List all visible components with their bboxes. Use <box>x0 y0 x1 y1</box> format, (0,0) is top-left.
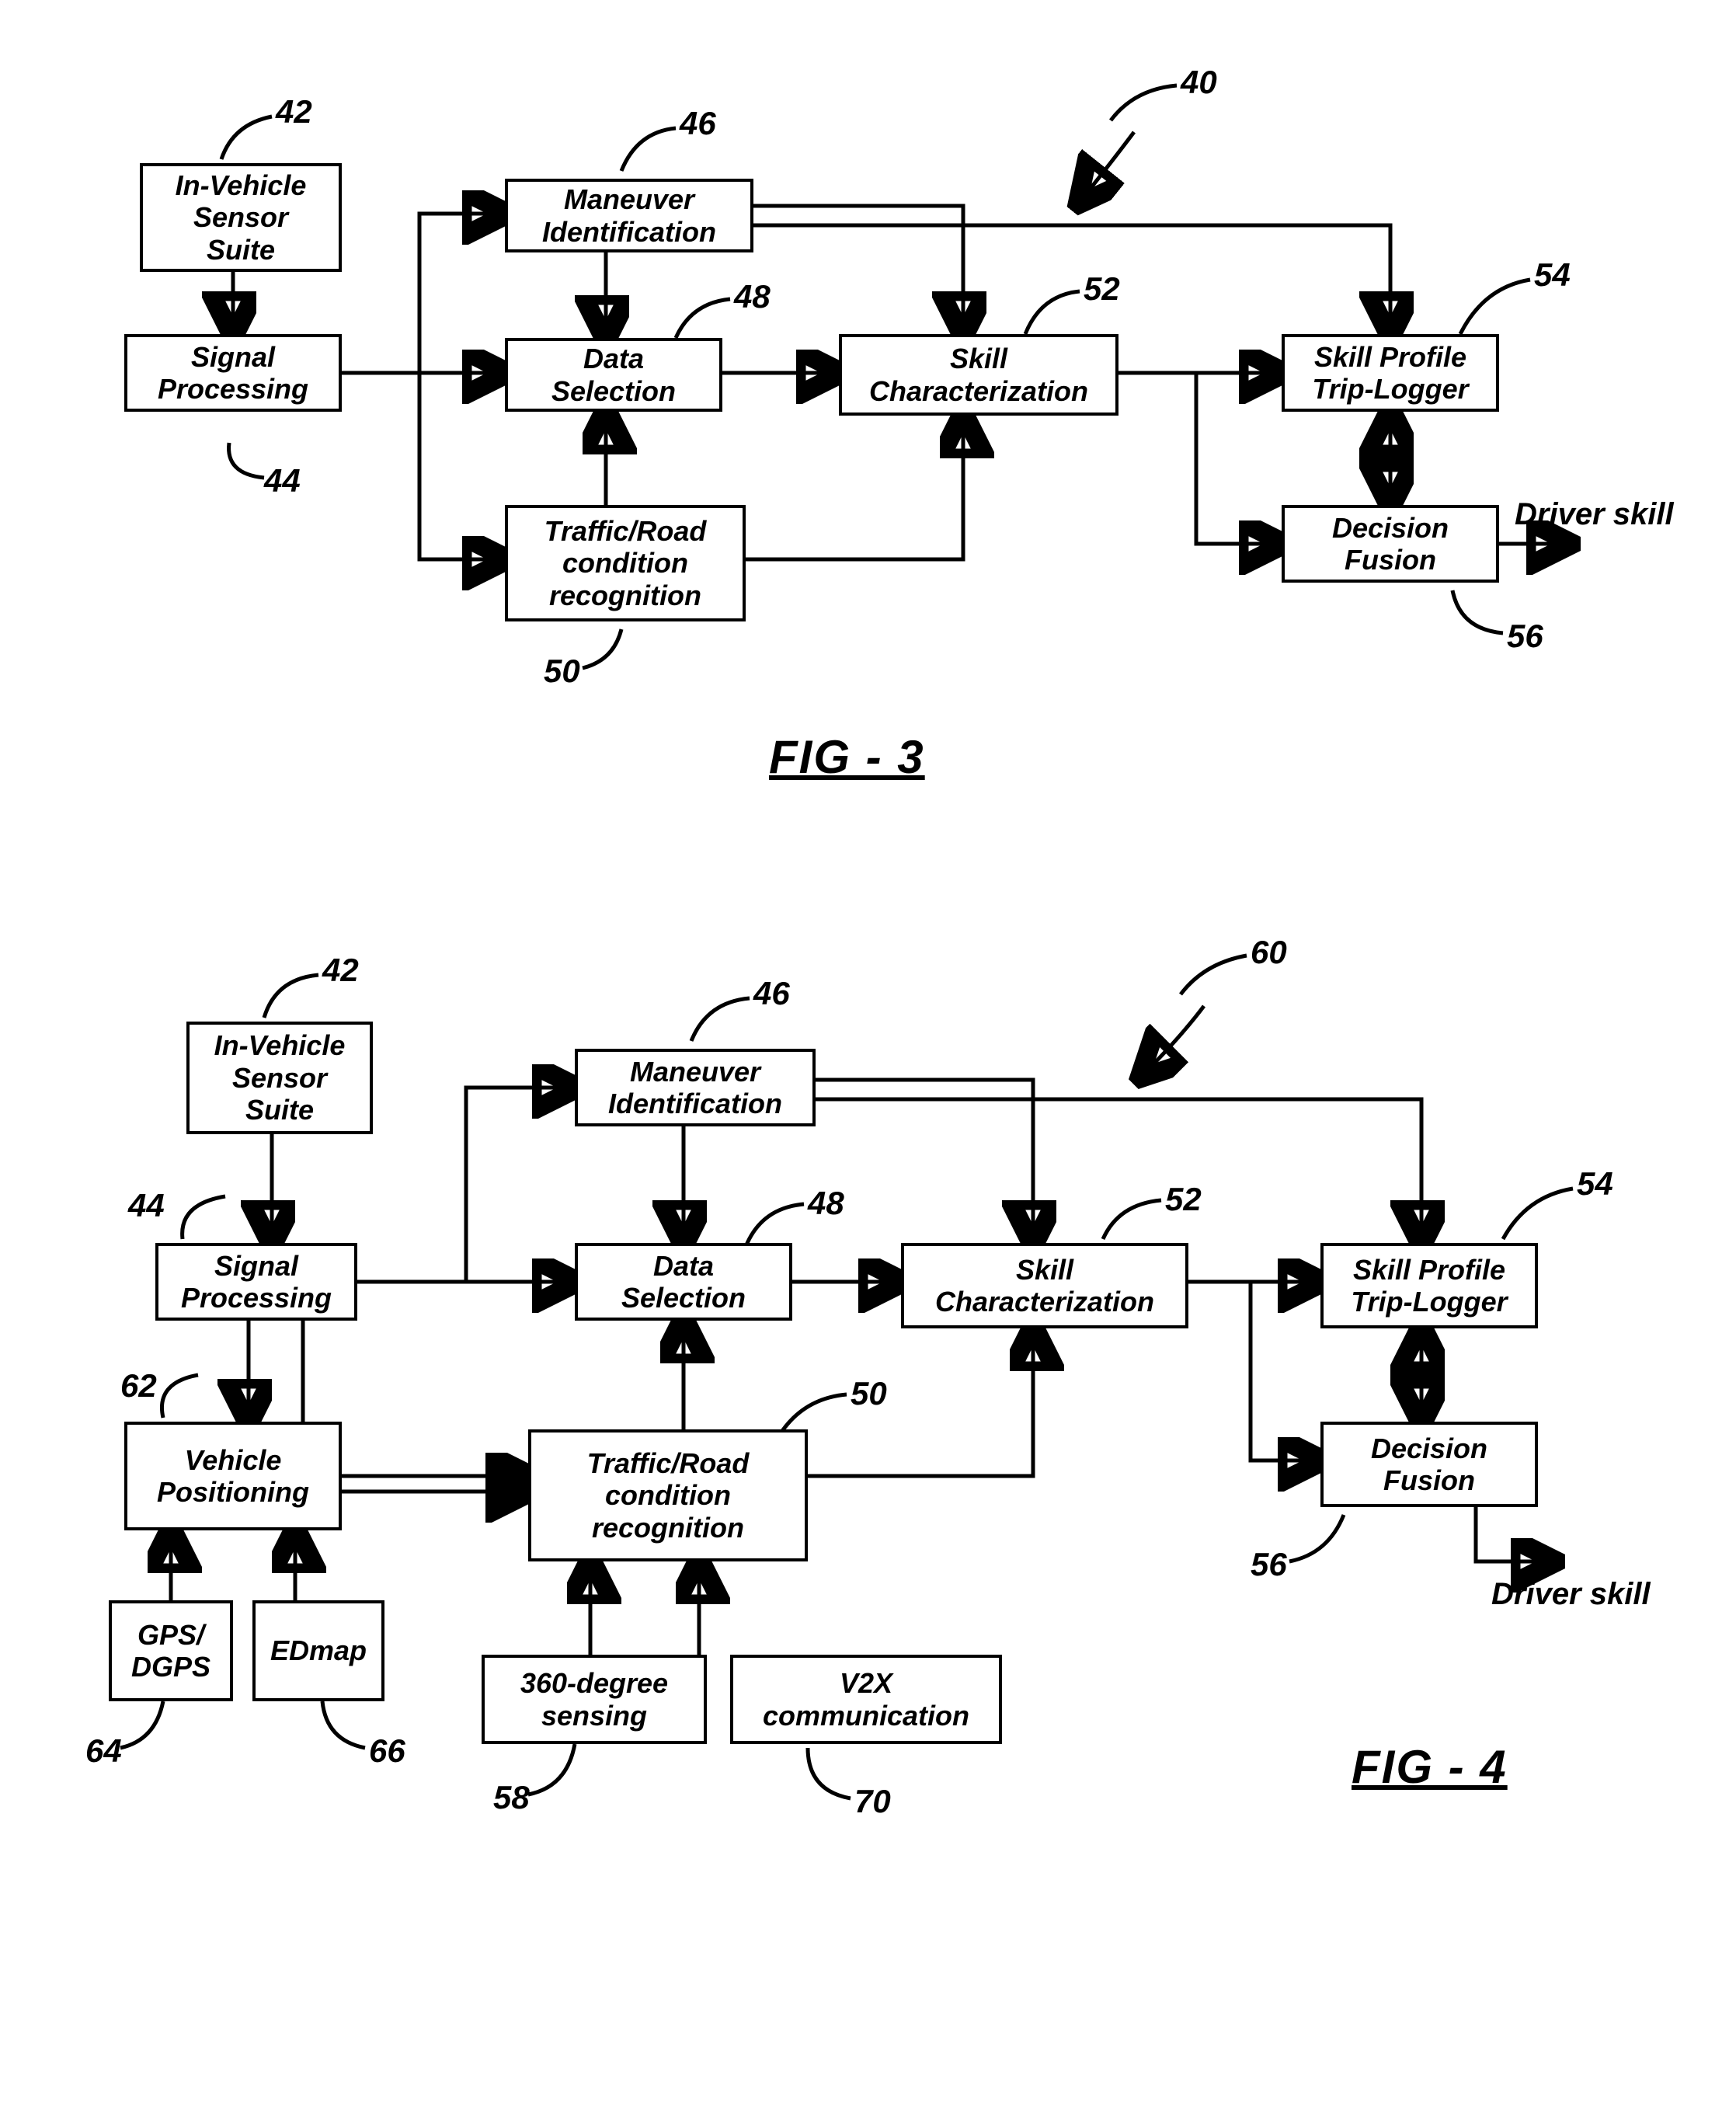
label: DecisionFusion <box>1332 512 1449 576</box>
box-decision-fusion: DecisionFusion <box>1282 505 1499 583</box>
ref-50: 50 <box>544 653 580 690</box>
ref-42: 42 <box>276 93 312 131</box>
box-traffic-road: Traffic/Roadconditionrecognition <box>528 1429 808 1561</box>
box-skill-profile: Skill ProfileTrip-Logger <box>1320 1243 1538 1328</box>
ref-46: 46 <box>680 105 716 142</box>
label: EDmap <box>270 1634 367 1666</box>
box-sensor-suite: In-VehicleSensorSuite <box>186 1022 373 1134</box>
box-gps: GPS/DGPS <box>109 1600 233 1701</box>
label: DataSelection <box>621 1250 746 1314</box>
ref-48: 48 <box>808 1185 844 1222</box>
box-decision-fusion: DecisionFusion <box>1320 1422 1538 1507</box>
output-label: Driver skill <box>1491 1577 1651 1612</box>
box-sensor-suite: In-VehicleSensorSuite <box>140 163 342 272</box>
ref-64: 64 <box>85 1732 122 1770</box>
ref-44: 44 <box>128 1187 165 1224</box>
label: ManeuverIdentification <box>542 183 716 248</box>
box-v2x: V2Xcommunication <box>730 1655 1002 1744</box>
fig3-caption: FIG - 3 <box>769 730 925 784</box>
ref-54: 54 <box>1534 256 1571 294</box>
ref-62: 62 <box>120 1367 157 1405</box>
label: In-VehicleSensorSuite <box>214 1029 346 1126</box>
label: DataSelection <box>551 343 676 407</box>
ref-60: 60 <box>1251 934 1287 971</box>
figure-4: In-VehicleSensorSuite SignalProcessing M… <box>31 886 1705 2051</box>
label: VehiclePositioning <box>157 1444 309 1509</box>
box-data-selection: DataSelection <box>505 338 722 412</box>
box-edmap: EDmap <box>252 1600 384 1701</box>
fig4-caption: FIG - 4 <box>1352 1740 1508 1794</box>
ref-56: 56 <box>1507 618 1543 655</box>
box-skill-profile: Skill ProfileTrip-Logger <box>1282 334 1499 412</box>
ref-70: 70 <box>854 1783 891 1820</box>
figure-3: In-VehicleSensorSuite SignalProcessing M… <box>31 31 1705 886</box>
label: DecisionFusion <box>1371 1433 1487 1497</box>
box-signal-processing: SignalProcessing <box>124 334 342 412</box>
ref-66: 66 <box>369 1732 405 1770</box>
label: V2Xcommunication <box>763 1667 969 1732</box>
ref-58: 58 <box>493 1779 530 1816</box>
label: SignalProcessing <box>181 1250 332 1314</box>
label: ManeuverIdentification <box>608 1056 782 1120</box>
ref-44: 44 <box>264 462 301 500</box>
box-maneuver-identification: ManeuverIdentification <box>505 179 753 252</box>
label: GPS/DGPS <box>131 1619 210 1683</box>
box-skill-characterization: SkillCharacterization <box>901 1243 1188 1328</box>
ref-48: 48 <box>734 278 771 315</box>
label: Skill ProfileTrip-Logger <box>1351 1254 1507 1318</box>
box-360-sensing: 360-degreesensing <box>482 1655 707 1744</box>
label: Skill ProfileTrip-Logger <box>1312 341 1468 406</box>
output-label: Driver skill <box>1515 497 1674 532</box>
box-skill-characterization: SkillCharacterization <box>839 334 1118 416</box>
ref-42: 42 <box>322 952 359 989</box>
box-maneuver-identification: ManeuverIdentification <box>575 1049 816 1126</box>
label: SkillCharacterization <box>869 343 1088 407</box>
box-traffic-road: Traffic/Roadconditionrecognition <box>505 505 746 621</box>
ref-52: 52 <box>1165 1181 1202 1218</box>
label: 360-degreesensing <box>520 1667 668 1732</box>
ref-54: 54 <box>1577 1165 1613 1203</box>
ref-56: 56 <box>1251 1546 1287 1583</box>
label: Traffic/Roadconditionrecognition <box>587 1447 750 1544</box>
ref-40: 40 <box>1181 64 1217 101</box>
box-signal-processing: SignalProcessing <box>155 1243 357 1321</box>
label: SignalProcessing <box>158 341 308 406</box>
ref-52: 52 <box>1084 270 1120 308</box>
box-vehicle-positioning: VehiclePositioning <box>124 1422 342 1530</box>
label: SkillCharacterization <box>935 1254 1154 1318</box>
label: Traffic/Roadconditionrecognition <box>544 515 707 611</box>
box-data-selection: DataSelection <box>575 1243 792 1321</box>
ref-46: 46 <box>753 975 790 1012</box>
ref-50: 50 <box>851 1375 887 1412</box>
label: In-VehicleSensorSuite <box>176 169 307 266</box>
